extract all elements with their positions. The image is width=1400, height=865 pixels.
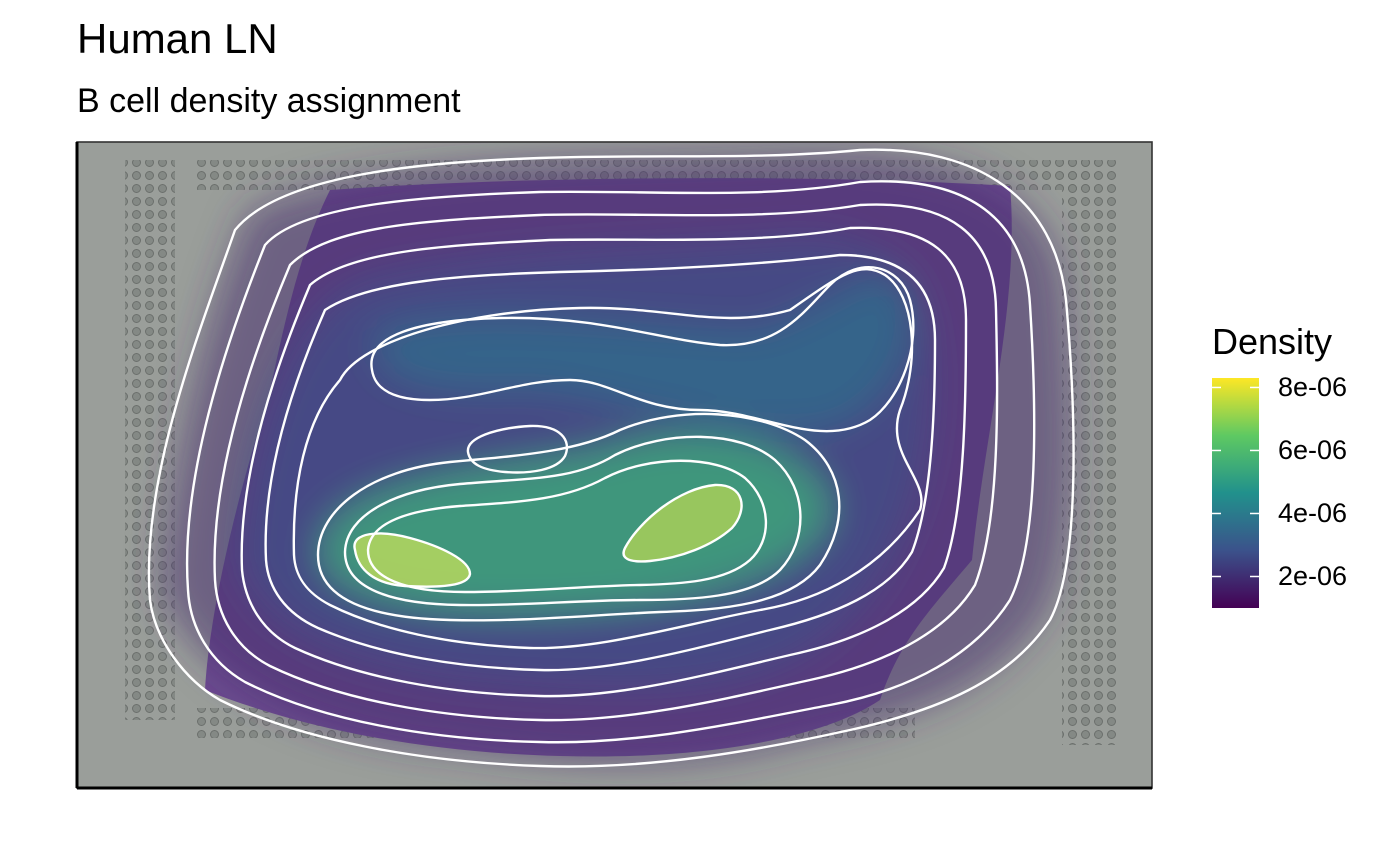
peak-fill-right — [623, 484, 742, 562]
colorbar-ticks — [1212, 386, 1259, 578]
contour-level-7-lower — [316, 412, 841, 622]
contour-level-8 — [343, 435, 802, 607]
contour-peak-left — [353, 532, 472, 588]
peak-fills — [354, 484, 742, 587]
peak-fill-left — [354, 533, 470, 587]
chart-subtitle: B cell density assignment — [77, 82, 461, 120]
density-fill-upper — [376, 275, 912, 432]
contour-peak-center — [466, 424, 569, 474]
colorbar-tick-label: 2e-06 — [1278, 561, 1348, 592]
panel — [77, 142, 1152, 788]
colorbar-tick-label: 4e-06 — [1278, 498, 1348, 529]
contour-level-9 — [366, 459, 768, 594]
contour-level-3 — [213, 203, 999, 722]
contour-level-7-upper — [370, 266, 915, 433]
contour-peak-right — [622, 483, 743, 563]
colorbar-tick-label: 6e-06 — [1278, 435, 1348, 466]
contour-level-4 — [240, 226, 968, 698]
colorbar-tick-label: 8e-06 — [1278, 372, 1348, 403]
contour-level-5 — [264, 253, 937, 672]
legend-title: Density — [1212, 321, 1333, 362]
colorbar — [1212, 378, 1259, 608]
contour-level-2 — [185, 180, 1036, 744]
contour-level-6 — [292, 268, 923, 650]
chart-title: Human LN — [77, 15, 278, 62]
density-fill — [160, 150, 1073, 764]
contour-level-1 — [147, 148, 1075, 768]
legend-colorbar — [1212, 378, 1259, 608]
contour-lines — [147, 148, 1075, 768]
